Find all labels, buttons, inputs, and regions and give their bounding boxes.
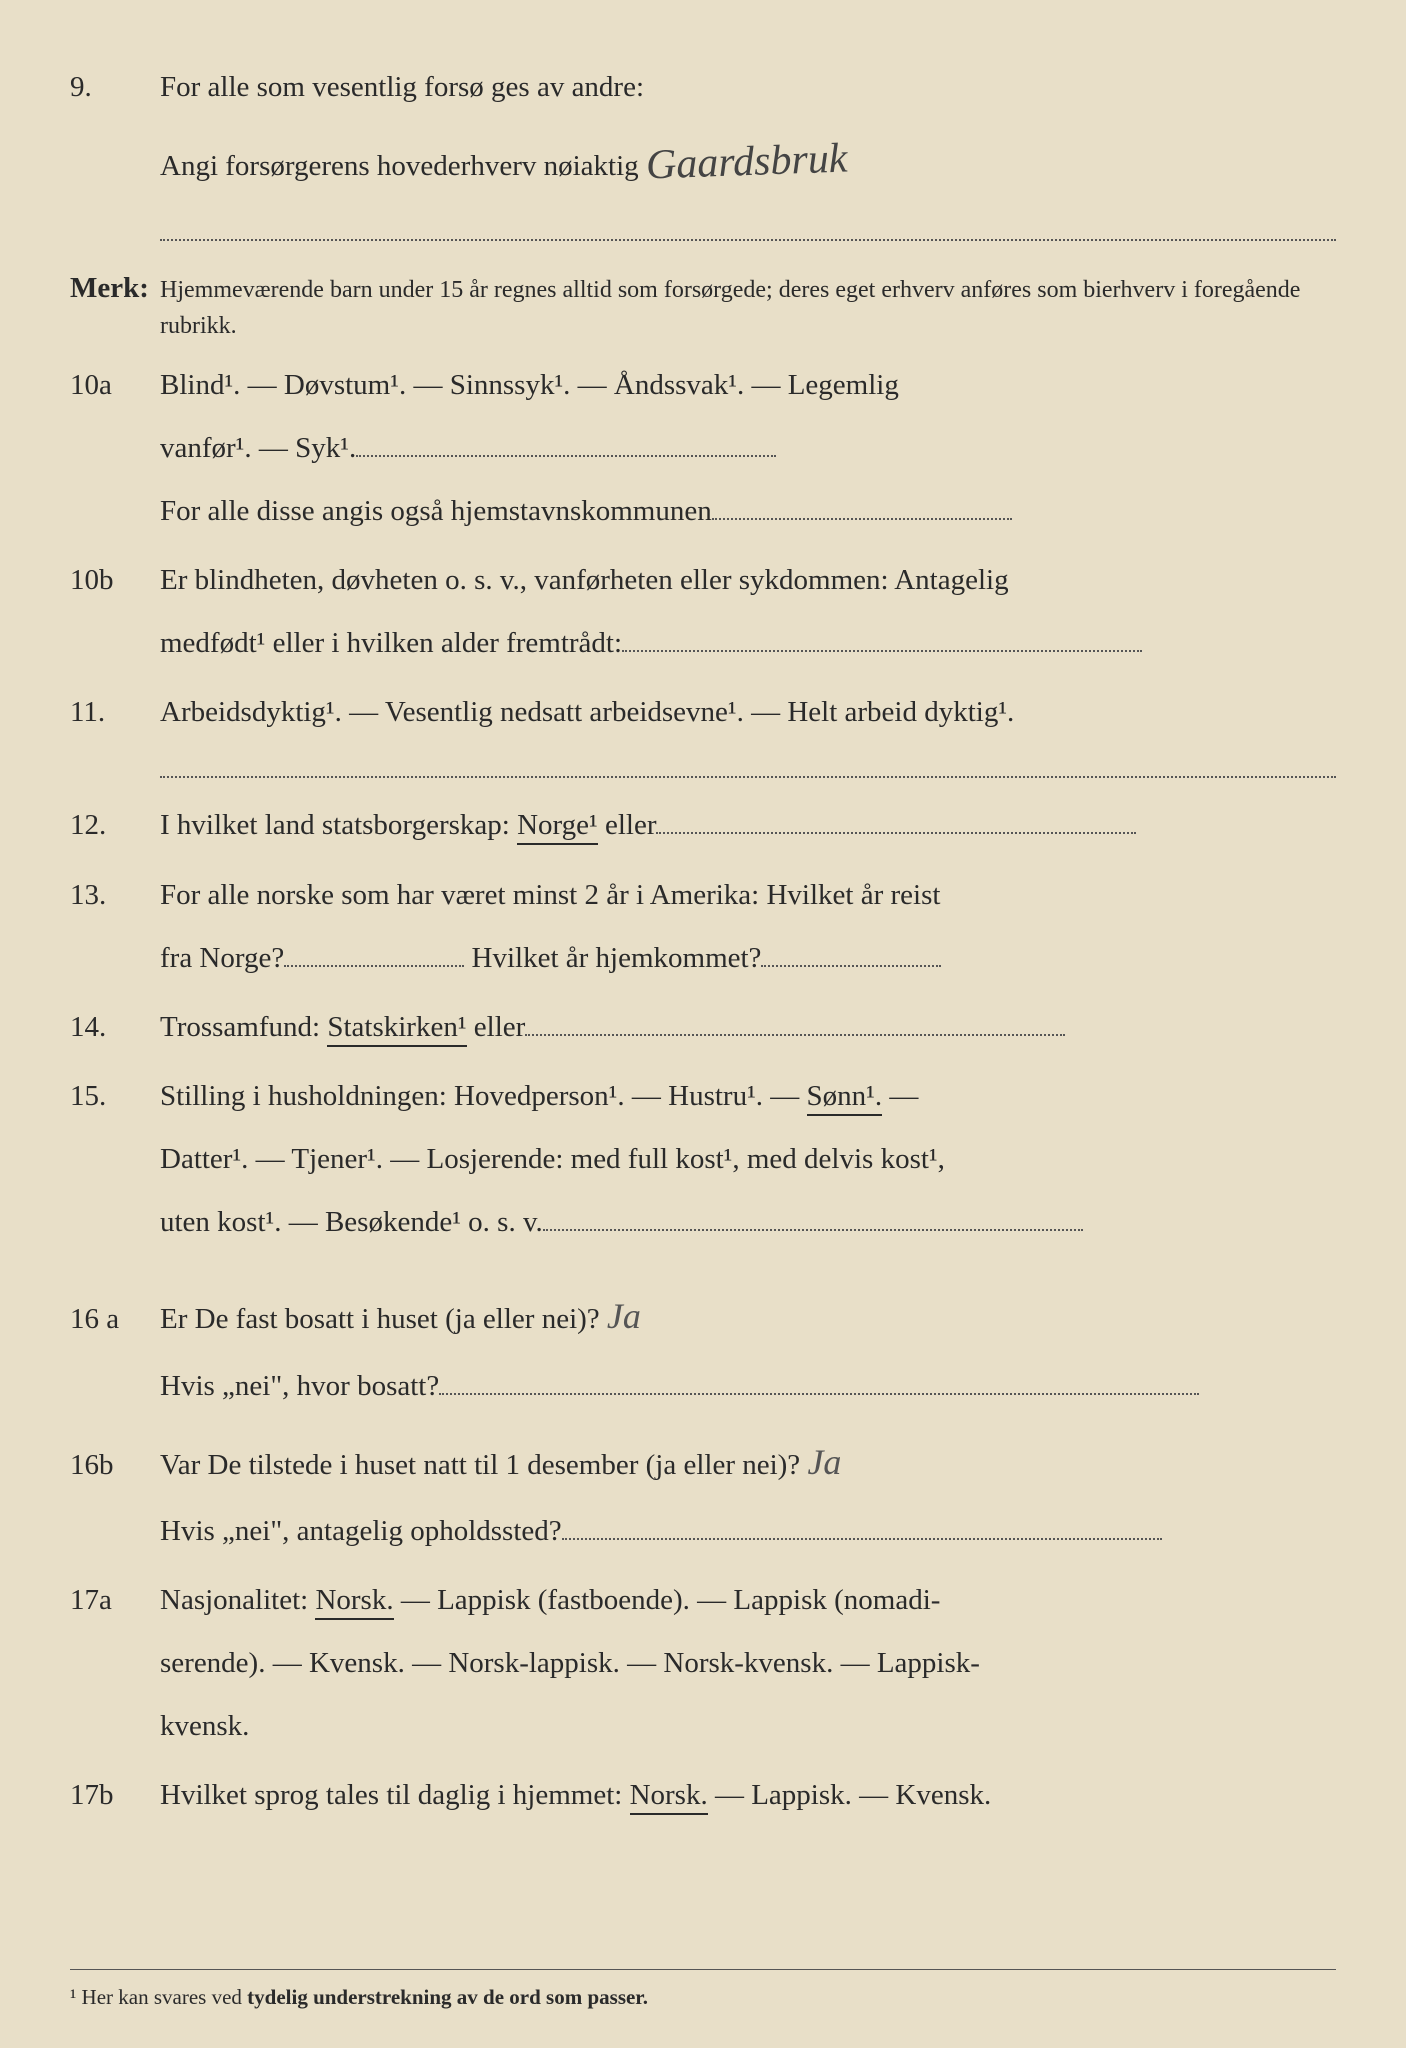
q10a-text1: Blind¹. — Døvstum¹. — Sinnssyk¹. — Åndss… — [160, 358, 1336, 413]
q10b-text1: Er blindheten, døvheten o. s. v., vanfør… — [160, 553, 1336, 608]
q17a-text1: Nasjonalitet: Norsk. — Lappisk (fastboen… — [160, 1573, 1336, 1628]
q13-number: 13. — [70, 868, 160, 923]
q16b-text2: Hvis „nei", antagelig opholdssted? — [160, 1504, 1336, 1559]
q14-number: 14. — [70, 1000, 160, 1055]
q15-number: 15. — [70, 1069, 160, 1124]
q16a-number: 16 a — [70, 1292, 160, 1347]
q17a-text2: serende). — Kvensk. — Norsk-lappisk. — N… — [160, 1636, 1336, 1691]
footnote: ¹ Her kan svares ved tydelig understrekn… — [70, 1969, 1336, 2018]
q13-text1: For alle norske som har været minst 2 år… — [160, 868, 1336, 923]
question-13: 13. For alle norske som har været minst … — [70, 868, 1336, 986]
q17a-text3: kvensk. — [160, 1699, 1336, 1754]
q10a-number: 10a — [70, 358, 160, 413]
merk-text: Hjemmeværende barn under 15 år regnes al… — [160, 272, 1336, 344]
q9-handwritten-answer: Gaardsbruk — [645, 120, 849, 207]
question-16b: 16b Var De tilstede i huset natt til 1 d… — [70, 1428, 1336, 1559]
question-17a: 17a Nasjonalitet: Norsk. — Lappisk (fast… — [70, 1573, 1336, 1754]
question-10a: 10a Blind¹. — Døvstum¹. — Sinnssyk¹. — Å… — [70, 358, 1336, 539]
q16b-number: 16b — [70, 1438, 160, 1493]
q17a-number: 17a — [70, 1573, 160, 1628]
q15-text2: Datter¹. — Tjener¹. — Losjerende: med fu… — [160, 1132, 1336, 1187]
q16a-text1: Er De fast bosatt i huset (ja eller nei)… — [160, 1282, 1336, 1350]
q15-text3: uten kost¹. — Besøkende¹ o. s. v. — [160, 1195, 1336, 1250]
q10a-text2: vanfør¹. — Syk¹. — [160, 421, 1336, 476]
q10a-text3: For alle disse angis også hjemstavnskomm… — [160, 484, 1336, 539]
question-9: 9. For alle som vesentlig forsø ges av a… — [70, 60, 1336, 241]
question-11: 11. Arbeidsdyktig¹. — Vesentlig nedsatt … — [70, 685, 1336, 778]
dotted-line — [160, 211, 1336, 241]
q17b-text: Hvilket sprog tales til daglig i hjemmet… — [160, 1768, 1336, 1823]
q9-number: 9. — [70, 60, 160, 115]
q11-number: 11. — [70, 685, 160, 740]
q10b-text2: medfødt¹ eller i hvilken alder fremtrådt… — [160, 616, 1336, 671]
question-16a: 16 a Er De fast bosatt i huset (ja eller… — [70, 1282, 1336, 1413]
q16a-answer: Ja — [607, 1282, 641, 1350]
q16b-text1: Var De tilstede i huset natt til 1 desem… — [160, 1428, 1336, 1496]
question-10b: 10b Er blindheten, døvheten o. s. v., va… — [70, 553, 1336, 671]
dotted-line — [160, 748, 1336, 778]
q16b-answer: Ja — [807, 1428, 841, 1496]
q9-line2: Angi forsørgerens hovederhverv nøiaktig … — [160, 123, 1336, 203]
question-14: 14. Trossamfund: Statskirken¹ eller — [70, 1000, 1336, 1055]
footnote-bold: tydelig understrekning av de ord som pas… — [247, 1985, 648, 2009]
footnote-text: Her kan svares ved — [82, 1985, 248, 2009]
q12-text: I hvilket land statsborgerskap: Norge¹ e… — [160, 798, 1336, 853]
question-12: 12. I hvilket land statsborgerskap: Norg… — [70, 798, 1336, 853]
footnote-marker: ¹ — [70, 1985, 76, 2009]
merk-note: Merk: Hjemmeværende barn under 15 år reg… — [70, 261, 1336, 344]
q11-text: Arbeidsdyktig¹. — Vesentlig nedsatt arbe… — [160, 685, 1336, 740]
q14-text: Trossamfund: Statskirken¹ eller — [160, 1000, 1336, 1055]
merk-label: Merk: — [70, 261, 160, 316]
question-17b: 17b Hvilket sprog tales til daglig i hje… — [70, 1768, 1336, 1823]
q10b-number: 10b — [70, 553, 160, 608]
q13-text2: fra Norge? Hvilket år hjemkommet? — [160, 931, 1336, 986]
q9-line1: For alle som vesentlig forsø ges av andr… — [160, 60, 1336, 115]
q12-number: 12. — [70, 798, 160, 853]
census-form-page: 9. For alle som vesentlig forsø ges av a… — [0, 0, 1406, 2048]
q17b-number: 17b — [70, 1768, 160, 1823]
q16a-text2: Hvis „nei", hvor bosatt? — [160, 1359, 1336, 1414]
q15-text1: Stilling i husholdningen: Hovedperson¹. … — [160, 1069, 1336, 1124]
question-15: 15. Stilling i husholdningen: Hovedperso… — [70, 1069, 1336, 1250]
